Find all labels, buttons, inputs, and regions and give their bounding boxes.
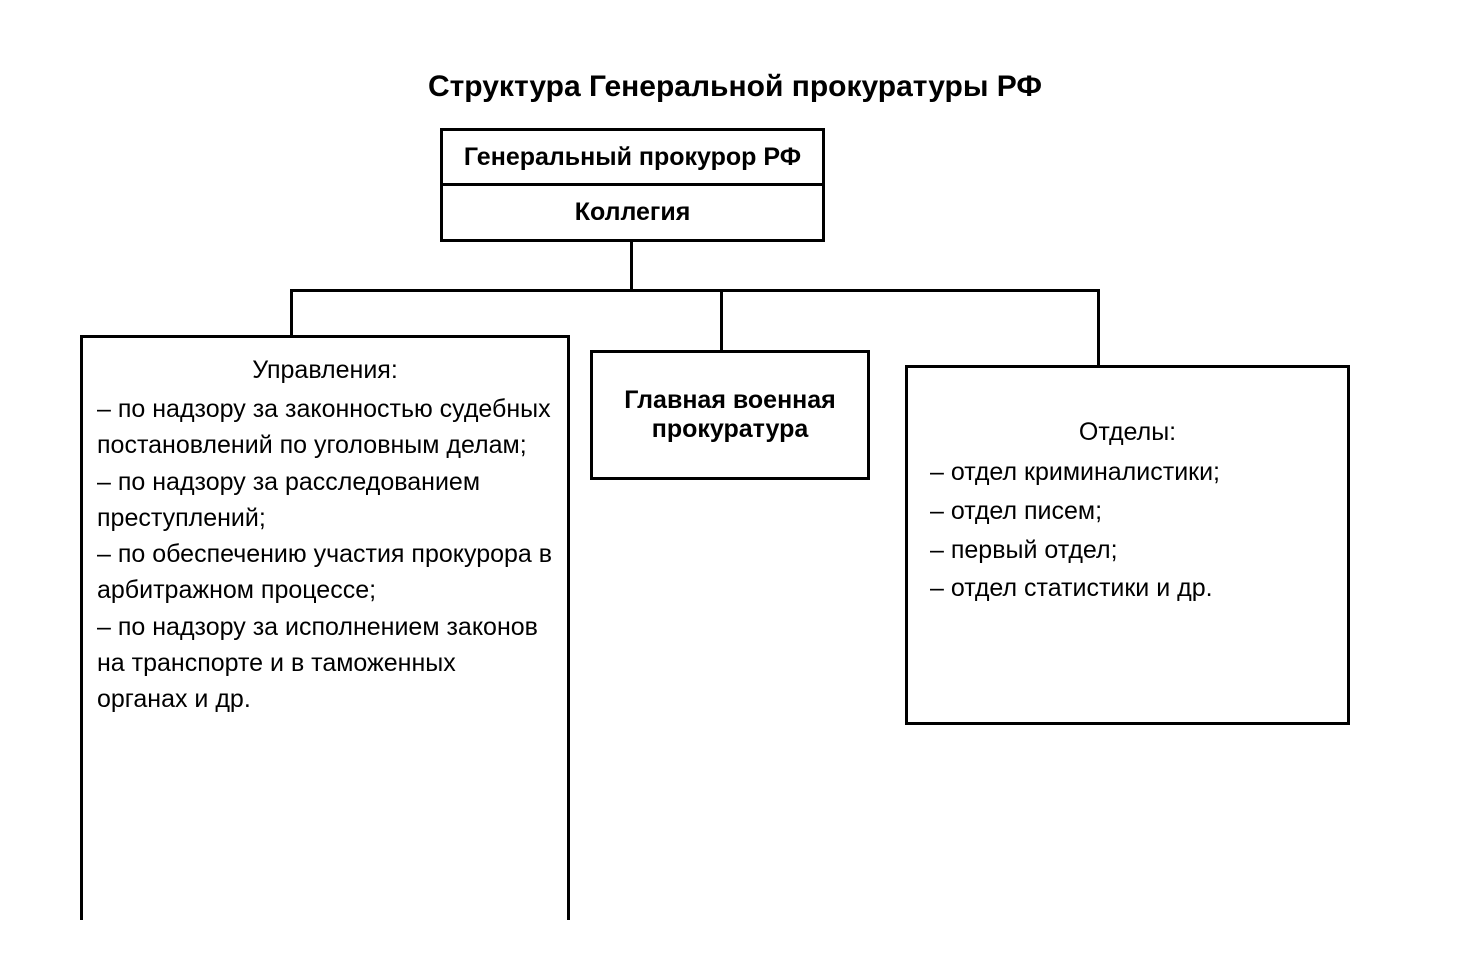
list-item: – по обеспечению участия прокурора в арб… [97, 536, 553, 609]
list-item: – отдел писем; [930, 492, 1325, 531]
node-military-prosecution-label: Главная военная прокуратура [603, 386, 857, 444]
org-chart-canvas: Структура Генеральной прокуратуры РФ Ген… [0, 0, 1471, 970]
list-item: – первый отдел; [930, 531, 1325, 570]
list-item: – по надзору за законностью судебных пос… [97, 391, 553, 464]
connector-trunk [630, 242, 633, 292]
node-collegium: Коллегия [440, 186, 825, 242]
list-item: – по надзору за расследованием преступле… [97, 464, 553, 537]
diagram-title: Структура Генеральной прокуратуры РФ [350, 70, 1120, 104]
node-departments: Управления: – по надзору за законностью … [80, 335, 570, 920]
node-general-prosecutor-label: Генеральный прокурор РФ [464, 143, 801, 172]
node-departments-title: Управления: [97, 356, 553, 385]
list-item: – отдел статистики и др. [930, 569, 1325, 608]
list-item: – по надзору за исполнением законов на т… [97, 609, 553, 718]
node-divisions-list: – отдел криминалистики; – отдел писем; –… [930, 453, 1325, 608]
node-general-prosecutor: Генеральный прокурор РФ [440, 128, 825, 186]
connector-drop-left [290, 289, 293, 335]
node-military-prosecution: Главная военная прокуратура [590, 350, 870, 480]
node-divisions-title: Отделы: [930, 418, 1325, 447]
list-item: – отдел криминалистики; [930, 453, 1325, 492]
connector-drop-right [1097, 289, 1100, 365]
connector-drop-mid [720, 289, 723, 350]
connector-hbar [290, 289, 1100, 292]
node-divisions: Отделы: – отдел криминалистики; – отдел … [905, 365, 1350, 725]
node-collegium-label: Коллегия [575, 198, 691, 227]
node-departments-list: – по надзору за законностью судебных пос… [97, 391, 553, 717]
